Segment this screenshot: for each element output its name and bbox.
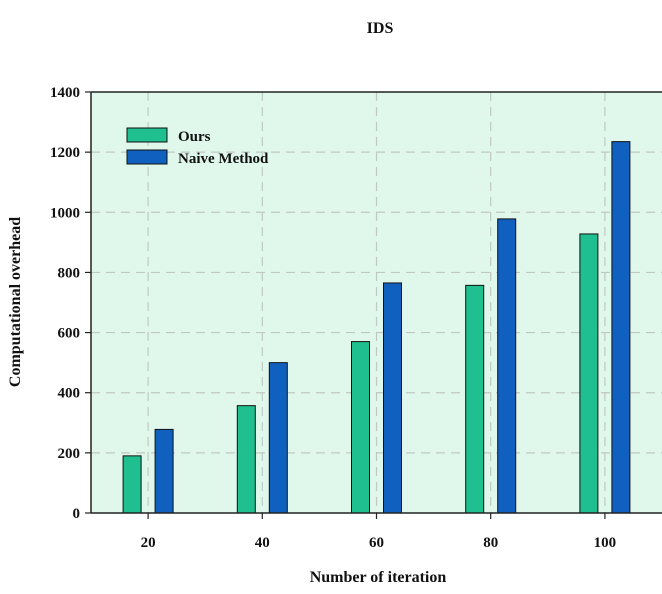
legend: Ours Naive Method — [126, 127, 269, 167]
bar-ours — [579, 233, 599, 514]
y-tick-label: 400 — [58, 386, 81, 402]
bar-ours — [465, 284, 485, 514]
x-tick-label: 20 — [141, 535, 156, 551]
legend-label: Naive Method — [178, 151, 269, 167]
x-tick-label: 100 — [594, 535, 617, 551]
bars — [122, 141, 631, 514]
legend-swatch — [126, 149, 168, 165]
y-tick-label: 1000 — [50, 205, 80, 221]
bar-ours — [236, 405, 256, 514]
y-axis-label: Computational overhead — [7, 217, 24, 387]
y-tick-label: 200 — [58, 446, 81, 462]
y-tick-label: 600 — [58, 326, 81, 342]
x-ticks: 20 40 60 80 100 — [141, 513, 617, 551]
bar-naive-method — [154, 428, 174, 514]
x-tick-label: 60 — [369, 535, 384, 551]
y-tick-label: 0 — [73, 506, 81, 522]
chart-title: IDS — [367, 20, 394, 37]
grid — [91, 92, 662, 513]
bar-naive-method — [383, 282, 402, 514]
x-axis-label: Number of iteration — [310, 569, 447, 586]
y-tick-label: 800 — [58, 265, 81, 281]
bar-ours — [122, 455, 142, 514]
bar-naive-method — [497, 218, 517, 514]
legend-swatch — [126, 127, 168, 143]
legend-label: Ours — [178, 129, 211, 145]
bar-naive-method — [268, 362, 288, 514]
y-tick-label: 1400 — [50, 85, 80, 101]
x-tick-label: 80 — [483, 535, 498, 551]
y-ticks: 0 200 400 600 800 1000 1200 1400 — [50, 85, 91, 522]
x-tick-label: 40 — [255, 535, 270, 551]
y-tick-label: 1200 — [50, 145, 80, 161]
bar-naive-method — [611, 141, 631, 514]
bar-ours — [351, 341, 370, 514]
